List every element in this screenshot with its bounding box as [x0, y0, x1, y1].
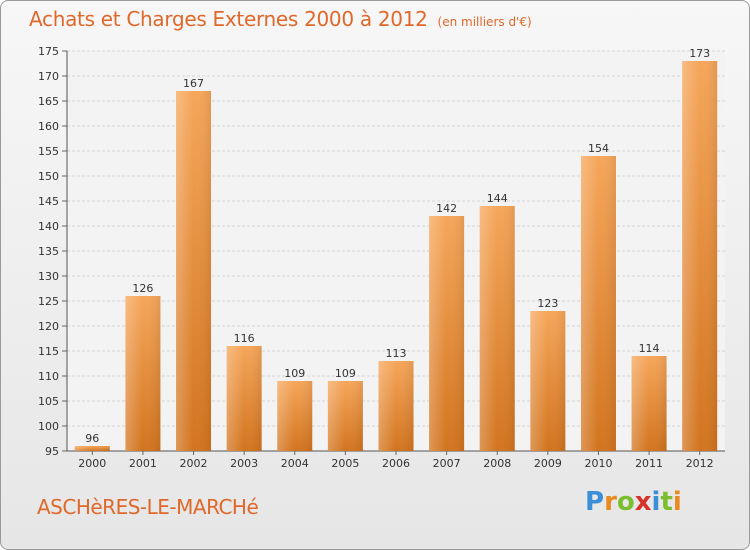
data-label: 126: [132, 282, 153, 295]
bar-shade: [479, 206, 515, 451]
data-label: 144: [487, 192, 508, 205]
x-tick-label: 2011: [635, 457, 663, 470]
bar-shade: [176, 91, 212, 451]
y-tick-label: 135: [38, 245, 59, 258]
chart-unit: (en milliers d'€): [437, 15, 532, 29]
x-tick-label: 2007: [433, 457, 461, 470]
bar-shade: [327, 381, 363, 451]
x-tick-label: 2010: [584, 457, 612, 470]
x-tick-label: 2006: [382, 457, 410, 470]
data-label: 142: [436, 202, 457, 215]
proxiti-logo: Proxiti: [585, 487, 682, 517]
y-tick-label: 175: [38, 45, 59, 58]
data-label: 173: [689, 47, 710, 60]
y-tick-label: 115: [38, 345, 59, 358]
y-tick-label: 120: [38, 320, 59, 333]
bar-shade: [530, 311, 566, 451]
data-label: 96: [85, 432, 99, 445]
bar-shade: [125, 296, 161, 451]
data-label: 154: [588, 142, 609, 155]
data-label: 113: [386, 347, 407, 360]
x-tick-label: 2000: [78, 457, 106, 470]
y-tick-label: 125: [38, 295, 59, 308]
y-tick-label: 140: [38, 220, 59, 233]
y-tick-label: 145: [38, 195, 59, 208]
town-name: ASCHèRES-LE-MARCHé: [37, 495, 259, 519]
bar-shade: [429, 216, 465, 451]
x-tick-label: 2002: [180, 457, 208, 470]
y-tick-label: 150: [38, 170, 59, 183]
y-tick-label: 105: [38, 395, 59, 408]
data-label: 114: [639, 342, 660, 355]
data-label: 116: [234, 332, 255, 345]
y-tick-label: 130: [38, 270, 59, 283]
y-tick-label: 95: [45, 445, 59, 458]
chart-title: Achats et Charges Externes 2000 à 2012 (e…: [29, 7, 532, 31]
bar-shade: [580, 156, 616, 451]
bar-shade: [631, 356, 667, 451]
x-tick-label: 2009: [534, 457, 562, 470]
x-tick-label: 2001: [129, 457, 157, 470]
data-label: 167: [183, 77, 204, 90]
y-tick-label: 165: [38, 95, 59, 108]
data-label: 109: [335, 367, 356, 380]
data-label: 109: [284, 367, 305, 380]
x-tick-label: 2003: [230, 457, 258, 470]
bar-shade: [277, 381, 313, 451]
y-tick-label: 110: [38, 370, 59, 383]
data-label: 123: [537, 297, 558, 310]
y-tick-label: 155: [38, 145, 59, 158]
chart-title-text: Achats et Charges Externes 2000 à 2012: [29, 7, 428, 31]
y-tick-label: 100: [38, 420, 59, 433]
bar-shade: [682, 61, 718, 451]
bar-shade: [378, 361, 414, 451]
bar-shade: [74, 446, 110, 451]
y-tick-label: 170: [38, 70, 59, 83]
bar-shade: [226, 346, 262, 451]
x-tick-label: 2005: [331, 457, 359, 470]
x-tick-label: 2008: [483, 457, 511, 470]
y-tick-label: 160: [38, 120, 59, 133]
x-tick-label: 2012: [686, 457, 714, 470]
x-tick-label: 2004: [281, 457, 309, 470]
